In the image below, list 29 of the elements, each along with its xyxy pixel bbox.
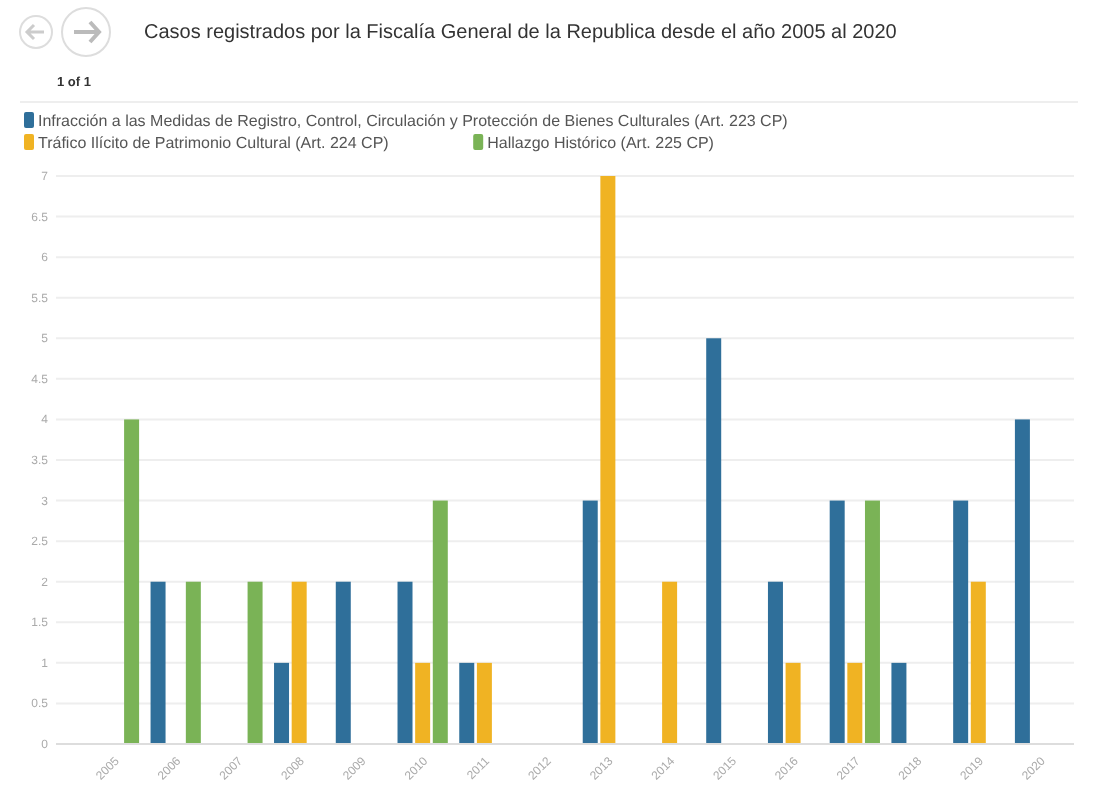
bar [891, 662, 907, 744]
bar [397, 581, 413, 744]
bar [600, 176, 616, 744]
legend-label: Tráfico Ilícito de Patrimonio Cultural (Art. 224 CP) [38, 134, 390, 152]
legend-label: Infracción a las Medidas de Registro, Control, Circulación y Protección de Bienes Culturales (Art. 223 CP) [38, 112, 789, 130]
bar [476, 662, 492, 744]
bar [847, 662, 863, 744]
legend-label: Hallazgo Histórico (Art. 225 CP) [487, 134, 715, 152]
bar [335, 581, 351, 744]
bar [767, 581, 783, 744]
bar [432, 500, 448, 744]
bar [864, 500, 880, 744]
bar [150, 581, 166, 744]
bar [953, 500, 969, 744]
bar [829, 500, 845, 744]
bar [1014, 419, 1030, 744]
bar [582, 500, 598, 744]
bar [662, 581, 678, 744]
bar [291, 581, 307, 744]
bar [124, 419, 140, 744]
bar [970, 581, 986, 744]
chart-title: Casos registrados por la Fiscalía General de la Republica desde el año 2005 al 2020 [144, 22, 898, 44]
bar [185, 581, 201, 744]
bar [459, 662, 475, 744]
bar [785, 662, 801, 744]
bar [706, 338, 722, 744]
bar [415, 662, 431, 744]
bar [274, 662, 290, 744]
bar [247, 581, 263, 744]
